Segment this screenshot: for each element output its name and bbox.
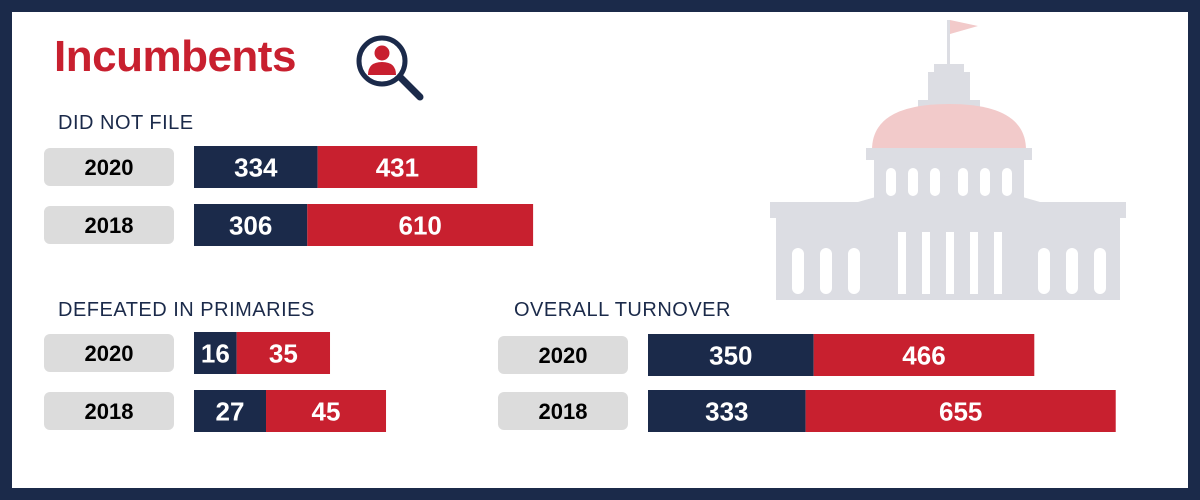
year-label: 2018: [85, 399, 134, 424]
bar-segment-navy: [194, 146, 318, 188]
year-pill: [44, 206, 174, 244]
page-title: Incumbents: [54, 32, 296, 81]
year-label: 2018: [85, 213, 134, 238]
bar-segment-navy: [194, 332, 237, 374]
bar-value-label: 655: [939, 396, 982, 426]
bar-value-label: 466: [902, 340, 945, 370]
bar-segment-red: [236, 332, 331, 374]
year-pill: [44, 334, 174, 372]
chart-did-not-file-svg: 2020 334 431 2018 306 610: [44, 146, 534, 246]
bar-value-label: 45: [312, 396, 341, 426]
bar-segment-red: [805, 390, 1116, 432]
year-pill: [44, 392, 174, 430]
section-label-did-not-file: DID NOT FILE: [58, 112, 194, 134]
bar-segment-red: [813, 334, 1035, 376]
chart-overall-turnover-svg: 2020 350 466 2018 333 655: [498, 334, 1116, 432]
capitol-building-icon: [770, 20, 1126, 300]
bar-segment-navy: [648, 390, 806, 432]
chart-did-not-file: 2020 334 431 2018 306 610: [44, 146, 644, 248]
bar-value-label: 333: [705, 396, 748, 426]
bar-segment-navy: [648, 334, 814, 376]
bar-value-label: 306: [229, 210, 272, 240]
year-pill: [44, 148, 174, 186]
year-label: 2020: [539, 343, 588, 368]
year-label: 2020: [85, 341, 134, 366]
year-pill: [498, 336, 628, 374]
chart-defeated-in-primaries: 2020 16 35 2018 27 45: [44, 332, 387, 434]
bar-segment-red: [307, 204, 534, 246]
year-pill: [498, 392, 628, 430]
bar-value-label: 35: [269, 338, 298, 368]
bar-segment-red: [317, 146, 478, 188]
bar-value-label: 610: [398, 210, 441, 240]
bar-segment-red: [266, 390, 387, 432]
year-label: 2020: [85, 155, 134, 180]
chart-overall-turnover: 2020 350 466 2018 333 655: [498, 334, 1118, 436]
bar-value-label: 27: [216, 396, 245, 426]
person-search-icon: [356, 35, 424, 101]
bar-value-label: 350: [709, 340, 752, 370]
section-label-defeated: DEFEATED IN PRIMARIES: [58, 299, 315, 321]
chart-defeated-svg: 2020 16 35 2018 27 45: [44, 332, 387, 432]
bar-segment-navy: [194, 390, 267, 432]
bar-segment-navy: [194, 204, 308, 246]
year-label: 2018: [539, 399, 588, 424]
bar-value-label: 16: [201, 338, 230, 368]
bar-value-label: 334: [234, 152, 278, 182]
section-label-overall-turnover: OVERALL TURNOVER: [514, 299, 731, 321]
bar-value-label: 431: [376, 152, 419, 182]
